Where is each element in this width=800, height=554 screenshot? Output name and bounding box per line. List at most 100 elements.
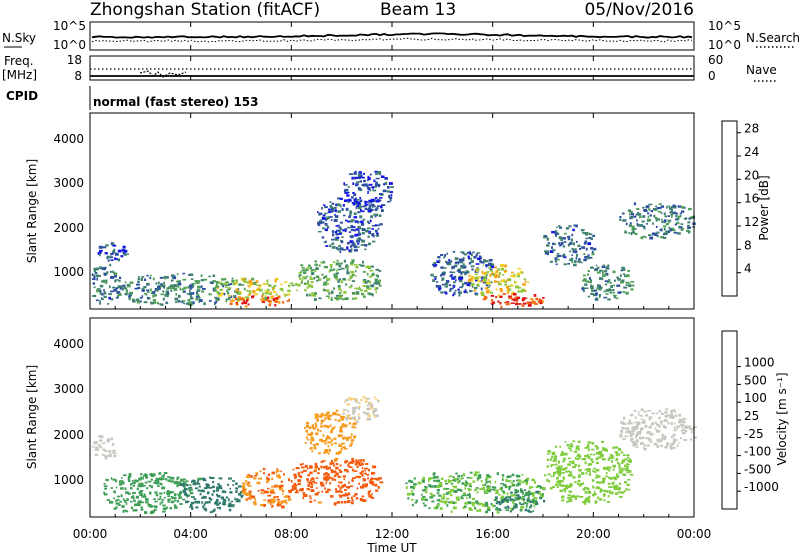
- heatmap-cell: [462, 507, 466, 509]
- heatmap-cell: [348, 286, 352, 289]
- heatmap-cell: [560, 484, 564, 487]
- heatmap-cell: [139, 484, 144, 488]
- heatmap-cell: [564, 467, 568, 469]
- heatmap-cell: [524, 502, 529, 505]
- heatmap-cell: [324, 413, 329, 416]
- heatmap-cell: [242, 298, 245, 302]
- heatmap-cell: [326, 226, 330, 229]
- heatmap-cell: [615, 492, 618, 495]
- heatmap-cell: [375, 477, 380, 481]
- heatmap-cell: [341, 418, 345, 421]
- heatmap-cell: [464, 271, 469, 274]
- heatmap-cell: [332, 412, 337, 415]
- heatmap-cell: [320, 219, 323, 222]
- heatmap-cell: [132, 491, 136, 494]
- heatmap-cell: [227, 483, 230, 486]
- heatmap-cell: [330, 208, 333, 211]
- heatmap-cell: [249, 497, 252, 500]
- heatmap-cell: [322, 440, 326, 443]
- heatmap-cell: [317, 472, 320, 474]
- heatmap-cell: [469, 477, 473, 479]
- heatmap-cell: [357, 242, 360, 245]
- heatmap-cell: [583, 502, 587, 505]
- heatmap-cell: [504, 280, 507, 284]
- heatmap-cell: [462, 473, 466, 477]
- heatmap-cell: [434, 476, 439, 479]
- heatmap-cell: [353, 193, 357, 196]
- heatmap-cell: [555, 234, 557, 237]
- heatmap-cell: [243, 287, 246, 291]
- heatmap-cell: [441, 278, 444, 281]
- heatmap-cell: [331, 269, 334, 272]
- heatmap-cell: [235, 303, 239, 306]
- heatmap-cell: [335, 409, 339, 412]
- heatmap-cell: [461, 276, 464, 280]
- heatmap-cell: [441, 266, 444, 268]
- heatmap-cell: [153, 294, 157, 297]
- heatmap-cell: [351, 176, 356, 180]
- heatmap-cell: [111, 442, 115, 446]
- heatmap-cell: [502, 477, 504, 479]
- heatmap-cell: [103, 483, 106, 485]
- heatmap-cell: [306, 433, 309, 436]
- heatmap-cell: [637, 224, 641, 227]
- heatmap-cell: [552, 459, 557, 462]
- heatmap-cell: [334, 230, 338, 234]
- heatmap-cell: [157, 498, 161, 501]
- heatmap-cell: [346, 246, 349, 250]
- heatmap-cell: [669, 207, 673, 210]
- heatmap-cell: [350, 262, 354, 266]
- heatmap-cell: [224, 278, 227, 281]
- heatmap-cell: [598, 498, 603, 501]
- heatmap-cell: [627, 470, 632, 473]
- heatmap-cell: [665, 223, 669, 226]
- heatmap-cell: [343, 184, 348, 186]
- heatmap-cell: [471, 279, 474, 282]
- heatmap-cell: [216, 495, 221, 498]
- heatmap-cell: [340, 247, 344, 251]
- heatmap-cell: [364, 281, 368, 284]
- heatmap-cell: [318, 297, 322, 300]
- heatmap-cell: [455, 279, 457, 282]
- heatmap-cell: [306, 467, 309, 470]
- heatmap-cell: [353, 470, 358, 472]
- heatmap-cell: [112, 450, 115, 453]
- heatmap-cell: [620, 462, 624, 465]
- heatmap-cell: [221, 292, 224, 295]
- heatmap-cell: [186, 494, 191, 497]
- heatmap-cell: [253, 475, 258, 477]
- heatmap-cell: [458, 290, 461, 294]
- heatmap-cell: [362, 172, 365, 175]
- heatmap-cell: [115, 502, 118, 505]
- heatmap-cell: [369, 490, 372, 493]
- heatmap-cell: [127, 477, 131, 480]
- heatmap-cell: [280, 470, 282, 472]
- heatmap-cell: [356, 399, 358, 402]
- heatmap-cell: [522, 500, 525, 502]
- heatmap-cell: [351, 479, 354, 482]
- heatmap-cell: [570, 496, 573, 498]
- heatmap-cell: [534, 302, 538, 305]
- heatmap-cell: [317, 224, 321, 227]
- heatmap-cell: [192, 282, 196, 285]
- heatmap-cell: [270, 296, 274, 300]
- heatmap-cell: [461, 494, 465, 497]
- heatmap-cell: [358, 246, 360, 248]
- heatmap-cell: [359, 289, 363, 292]
- heatmap-cell: [345, 264, 349, 268]
- heatmap-cell: [476, 479, 479, 482]
- heatmap-cell: [595, 292, 598, 295]
- heatmap-cell: [308, 426, 311, 430]
- heatmap-cell: [345, 417, 349, 420]
- heatmap-cell: [306, 436, 308, 440]
- heatmap-cell: [627, 209, 630, 212]
- heatmap-cell: [370, 493, 373, 495]
- heatmap-cell: [512, 498, 516, 502]
- heatmap-cell: [588, 500, 591, 504]
- heatmap-cell: [208, 300, 212, 302]
- heatmap-cell: [693, 426, 697, 429]
- heatmap-cell: [597, 266, 600, 269]
- heatmap-cell: [631, 427, 635, 430]
- nave-dip-series: [139, 70, 187, 78]
- heatmap-cell: [484, 501, 489, 505]
